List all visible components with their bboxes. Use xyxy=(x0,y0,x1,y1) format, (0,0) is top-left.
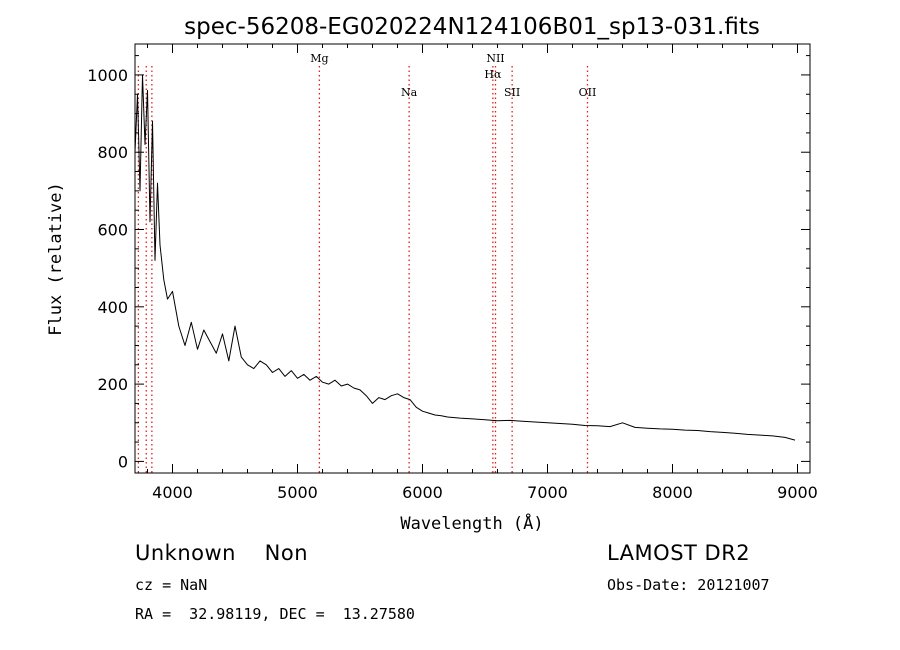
classification-text: Unknown Non xyxy=(135,541,309,565)
obs-date-text: Obs-Date: 20121007 xyxy=(607,576,770,594)
y-tick-label: 800 xyxy=(97,143,128,162)
survey-text: LAMOST DR2 xyxy=(607,541,751,565)
marker-label: Mg xyxy=(310,52,328,65)
x-tick-label: 7000 xyxy=(527,483,568,502)
marker-label: Na xyxy=(401,86,418,99)
x-tick-label: 8000 xyxy=(652,483,693,502)
coordinates-text: RA = 32.98119, DEC = 13.27580 xyxy=(135,605,415,623)
marker-label: Hα xyxy=(484,68,502,81)
y-tick-label: 600 xyxy=(97,221,128,240)
y-axis-label: Flux (relative) xyxy=(46,182,66,336)
y-tick-label: 400 xyxy=(97,298,128,317)
spectrum-line xyxy=(134,74,796,441)
x-tick-label: 9000 xyxy=(777,483,818,502)
redshift-text: cz = NaN xyxy=(135,576,208,594)
x-tick-label: 5000 xyxy=(277,483,318,502)
axis-ticks: 4000 5000 6000 7000 8000 9000 0 200 400 600 800 100… xyxy=(87,44,818,502)
plot-frame xyxy=(134,43,811,474)
marker-label: OII xyxy=(579,86,597,99)
x-axis-label: Wavelength (Å) xyxy=(400,512,543,534)
chart-title: spec-56208-EG020224N124106B01_sp13-031.f… xyxy=(184,14,760,40)
y-tick-label: 200 xyxy=(97,375,128,394)
spectrum-series xyxy=(134,74,796,441)
y-tick-label: 1000 xyxy=(87,66,128,85)
x-tick-label: 6000 xyxy=(402,483,443,502)
marker-label: NII xyxy=(486,52,504,65)
x-tick-label: 4000 xyxy=(152,483,193,502)
marker-label: SII xyxy=(504,86,520,99)
y-tick-label: 0 xyxy=(118,452,128,471)
